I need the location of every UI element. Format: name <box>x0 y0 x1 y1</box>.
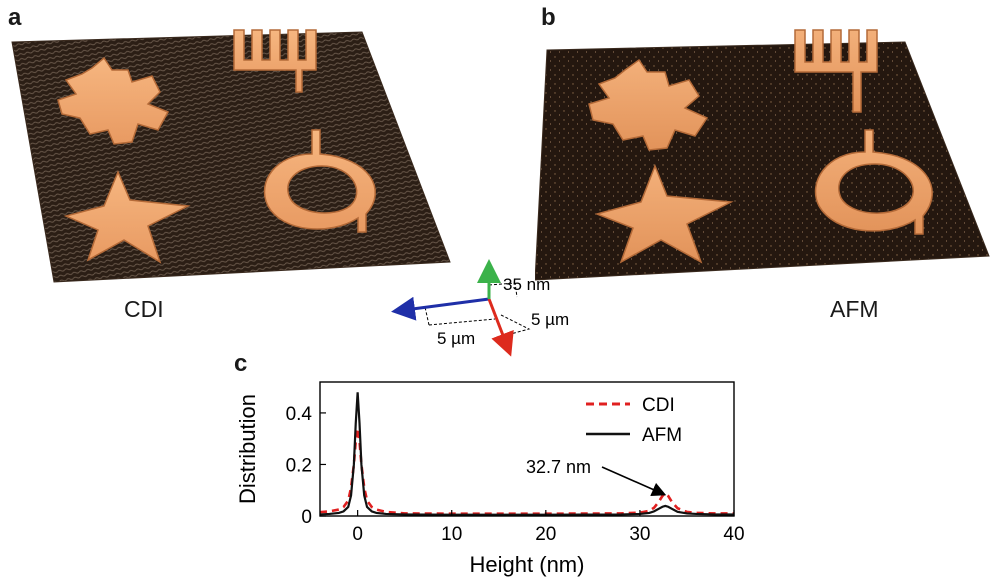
plot-frame <box>319 381 735 517</box>
cdi-star-feature <box>63 170 191 264</box>
x-tick-label: 20 <box>535 524 556 545</box>
x-scale-label: 5 µm <box>437 329 475 348</box>
cdi-ring-feature <box>263 129 376 233</box>
z-scale-label: 35 nm <box>503 275 550 294</box>
x-tick-label: 10 <box>441 524 462 545</box>
legend-label-afm: AFM <box>642 425 682 446</box>
caption-cdi: CDI <box>124 296 164 322</box>
cdi-surface-image <box>11 29 451 283</box>
panel-label-a: a <box>8 4 22 31</box>
series-line-afm <box>319 392 734 516</box>
height-distribution-chart: 0 10 20 30 40 0 0.2 0.4 Height (nm) Distributio… <box>235 381 745 577</box>
y-scale-label: 5 µm <box>531 310 569 329</box>
cdi-snowflake-feature <box>57 56 170 145</box>
y-tick-label: 0.4 <box>286 404 313 425</box>
panel-label-b: b <box>541 4 556 31</box>
panel-label-c: c <box>234 350 248 377</box>
y-tick-label: 0.2 <box>286 455 312 476</box>
y-axis-arrow <box>487 298 514 357</box>
axes-triad: 35 nm 5 µm 5 µm <box>391 259 569 357</box>
cdi-surface-plane <box>11 31 451 283</box>
afm-star-feature <box>594 163 734 264</box>
afm-snowflake-feature <box>588 58 709 151</box>
peak-annotation: 32.7 nm <box>526 457 591 477</box>
cdi-comb-feature <box>233 29 317 93</box>
x-tick-label: 40 <box>723 524 744 545</box>
x-axis-arrow <box>391 296 490 321</box>
caption-afm: AFM <box>830 296 879 322</box>
afm-surface-plane <box>535 41 990 281</box>
legend-label-cdi: CDI <box>642 395 675 416</box>
x-tick-label: 30 <box>629 524 650 545</box>
afm-comb-feature <box>794 29 878 113</box>
chart-legend: CDI AFM <box>586 395 682 446</box>
afm-surface-image <box>535 29 990 281</box>
y-tick-label: 0 <box>301 507 312 528</box>
chart-xlabel: Height (nm) <box>470 552 585 577</box>
chart-ylabel: Distribution <box>235 394 260 504</box>
peak-annotation-arrow <box>601 466 667 497</box>
afm-ring-feature <box>814 129 933 235</box>
x-tick-label: 0 <box>352 524 363 545</box>
